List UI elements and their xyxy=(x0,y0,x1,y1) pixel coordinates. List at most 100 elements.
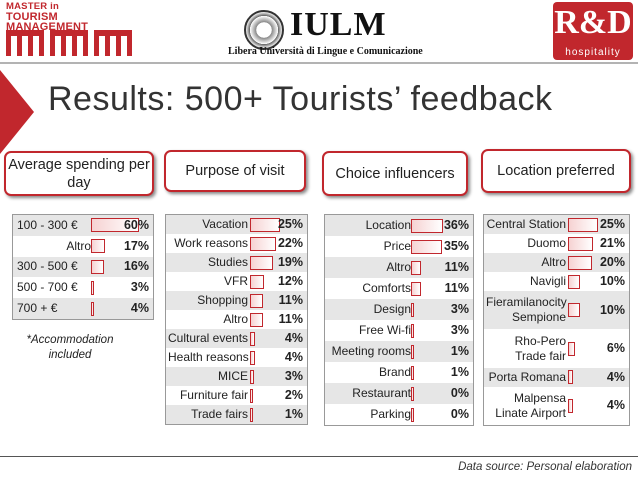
purpose-row: Shopping 11% xyxy=(166,291,307,310)
influencers-row-label: Parking xyxy=(370,407,411,421)
location-row-label: Duomo xyxy=(527,236,566,251)
influencers-row-label: Location xyxy=(365,218,411,232)
purpose-row-bar xyxy=(250,255,273,270)
influencers-row-bar xyxy=(411,344,414,359)
spending-row-label: Altro xyxy=(66,238,91,253)
spending-heading: Average spending per day xyxy=(4,151,154,196)
master-logo-bars xyxy=(6,30,132,56)
footer-divider xyxy=(0,456,638,457)
location-row-value: 4% xyxy=(606,369,625,384)
purpose-row-bar xyxy=(250,293,264,308)
influencers-row: Location 36% xyxy=(325,215,473,236)
location-row-bar xyxy=(568,398,573,413)
location-row-label: Altro xyxy=(541,255,566,270)
master-logo-text: MASTER in TOURISM MANAGEMENT xyxy=(6,1,134,33)
location-row: Porta Romana 4% xyxy=(484,367,629,387)
spending-row-label: 300 - 500 € xyxy=(17,259,78,274)
location-row-bar xyxy=(568,341,576,356)
influencers-row-value: 36% xyxy=(443,218,469,232)
spending-row-label: 100 - 300 € xyxy=(17,217,78,232)
purpose-row-bar xyxy=(250,274,265,289)
influencers-table: Location 36% Price 35% Altro 11% Comforts 11% De… xyxy=(324,214,474,426)
purpose-row: MICE 3% xyxy=(166,367,307,386)
purpose-row: Furniture fair 2% xyxy=(166,386,307,405)
influencers-row-bar xyxy=(411,302,414,317)
purpose-row-bar xyxy=(250,217,280,232)
iulm-logo-title: IULM xyxy=(290,6,387,43)
location-row-bar xyxy=(568,274,580,289)
influencers-row: Altro 11% xyxy=(325,257,473,278)
influencers-row-value: 0% xyxy=(450,407,469,421)
spending-row: 700 + € 4% xyxy=(13,298,153,319)
title-triangle-icon xyxy=(0,70,34,154)
influencers-row: Parking 0% xyxy=(325,404,473,425)
influencers-row: Free Wi-fi 3% xyxy=(325,320,473,341)
influencers-row-label: Price xyxy=(383,239,411,253)
purpose-row-value: 3% xyxy=(284,369,303,383)
purpose-row: Vacation 25% xyxy=(166,215,307,234)
spending-row-value: 17% xyxy=(123,238,149,253)
influencers-row-bar xyxy=(411,386,414,401)
influencers-row-value: 3% xyxy=(450,302,469,316)
influencers-row-value: 1% xyxy=(450,344,469,358)
location-row-label: Rho-Pero Trade fair xyxy=(514,333,566,363)
purpose-row-label: Vacation xyxy=(202,217,248,231)
spending-row-bar xyxy=(91,259,104,274)
influencers-row-bar xyxy=(411,365,414,380)
location-row-label: Navigli xyxy=(529,274,566,289)
influencers-row: Design 3% xyxy=(325,299,473,320)
location-row: Rho-Pero Trade fair 6% xyxy=(484,329,629,367)
location-row: Duomo 21% xyxy=(484,234,629,253)
purpose-row-bar xyxy=(250,331,255,346)
purpose-row: Altro 11% xyxy=(166,310,307,329)
purpose-row-bar xyxy=(250,388,253,403)
influencers-row-label: Brand xyxy=(378,365,411,379)
location-row-value: 25% xyxy=(599,217,625,232)
master-logo-line1: MASTER in xyxy=(6,1,59,12)
iulm-seal-icon xyxy=(244,10,284,50)
purpose-row-label: Altro xyxy=(223,312,248,326)
purpose-row: Health reasons 4% xyxy=(166,348,307,367)
location-row: Fieramilanocity Sempione 10% xyxy=(484,291,629,330)
slide-title: Results: 500+ Tourists’ feedback xyxy=(48,80,553,118)
location-row-value: 20% xyxy=(599,255,625,270)
spending-row-bar xyxy=(91,218,139,233)
purpose-row-label: MICE xyxy=(218,369,248,383)
location-row-bar xyxy=(568,303,580,318)
purpose-row: Studies 19% xyxy=(166,253,307,272)
purpose-row-label: Health reasons xyxy=(168,350,249,364)
influencers-row-label: Altro xyxy=(386,260,411,274)
purpose-row-value: 4% xyxy=(284,350,303,364)
influencers-row-bar xyxy=(411,407,414,422)
location-row-value: 10% xyxy=(599,302,625,317)
location-row-bar xyxy=(568,217,598,232)
influencers-row-bar xyxy=(411,239,443,254)
purpose-row-label: VFR xyxy=(224,274,248,288)
purpose-row-label: Cultural events xyxy=(168,331,249,345)
location-row-label: Central Station xyxy=(486,217,566,232)
purpose-row-value: 2% xyxy=(284,388,303,402)
influencers-row-bar xyxy=(411,260,421,275)
purpose-row-bar xyxy=(250,236,277,251)
location-row-bar xyxy=(568,370,573,385)
purpose-row-value: 22% xyxy=(277,236,303,250)
spending-row-label: 500 - 700 € xyxy=(17,280,78,295)
spending-row-value: 16% xyxy=(123,259,149,274)
data-source-note: Data source: Personal elaboration xyxy=(458,461,632,473)
purpose-table: Vacation 25% Work reasons 22% Studies 19% VFR 1… xyxy=(165,214,308,425)
purpose-row-bar xyxy=(250,369,254,384)
influencers-row-value: 3% xyxy=(450,323,469,337)
purpose-row-value: 11% xyxy=(278,293,303,307)
location-row-bar xyxy=(568,255,592,270)
influencers-row-value: 35% xyxy=(443,239,469,253)
location-row: Central Station 25% xyxy=(484,215,629,235)
spending-row-value: 60% xyxy=(123,217,149,232)
rd-hospitality-logo: R&D hospitality xyxy=(553,2,633,60)
purpose-row: Cultural events 4% xyxy=(166,329,307,348)
spending-row-bar xyxy=(91,239,105,254)
location-row: Malpensa Linate Airport 4% xyxy=(484,387,629,425)
purpose-row-value: 12% xyxy=(277,274,303,288)
influencers-row: Price 35% xyxy=(325,236,473,257)
rd-logo-subtitle: hospitality xyxy=(565,47,621,58)
purpose-row: VFR 12% xyxy=(166,272,307,291)
